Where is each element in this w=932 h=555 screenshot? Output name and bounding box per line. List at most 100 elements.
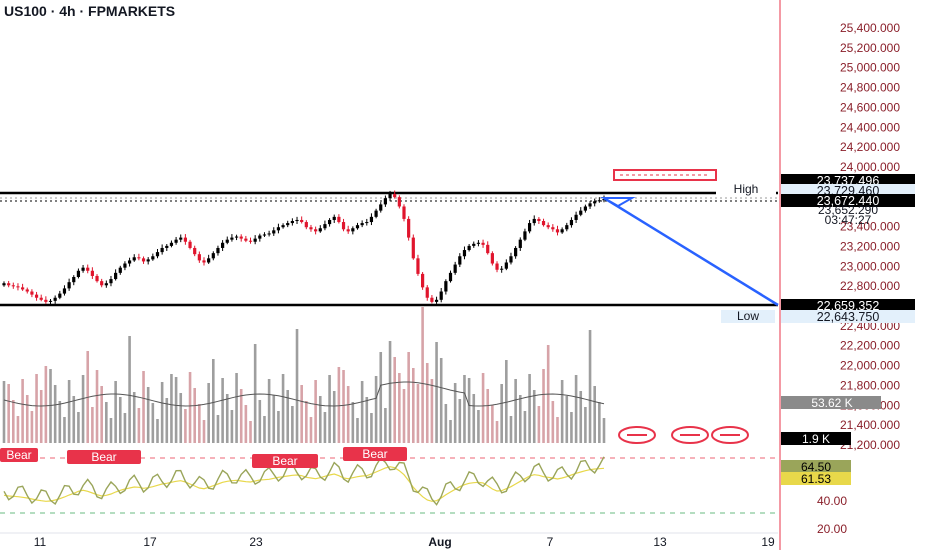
candle[interactable]	[476, 242, 481, 244]
candle[interactable]	[565, 225, 569, 230]
candle[interactable]	[53, 297, 57, 301]
candle[interactable]	[439, 291, 443, 300]
candle[interactable]	[397, 197, 401, 207]
candle[interactable]	[327, 219, 332, 225]
candle[interactable]	[62, 288, 67, 294]
candle[interactable]	[44, 299, 48, 302]
candle[interactable]	[486, 244, 490, 254]
candle[interactable]	[239, 236, 243, 239]
candle[interactable]	[351, 228, 355, 232]
candles-layer[interactable]	[2, 190, 606, 305]
candle[interactable]	[467, 245, 471, 251]
candle[interactable]	[574, 214, 578, 220]
candle[interactable]	[179, 237, 183, 240]
candle[interactable]	[216, 247, 220, 254]
candle[interactable]	[188, 241, 192, 248]
candle[interactable]	[541, 221, 546, 226]
candle[interactable]	[114, 272, 118, 280]
candle[interactable]	[444, 281, 448, 292]
candle[interactable]	[253, 238, 257, 242]
candle[interactable]	[593, 201, 597, 204]
candle[interactable]	[244, 238, 248, 241]
candle[interactable]	[379, 204, 383, 211]
candle[interactable]	[197, 254, 201, 261]
candle[interactable]	[318, 228, 322, 232]
candle[interactable]	[523, 231, 527, 240]
candle[interactable]	[411, 237, 415, 259]
candle[interactable]	[58, 293, 62, 298]
candle[interactable]	[2, 283, 6, 286]
candle[interactable]	[225, 239, 229, 243]
trend-line[interactable]	[603, 196, 779, 307]
candle[interactable]	[123, 263, 127, 268]
candle[interactable]	[86, 267, 90, 271]
candle[interactable]	[132, 257, 136, 261]
candle[interactable]	[272, 230, 276, 234]
candle[interactable]	[546, 225, 550, 228]
candle[interactable]	[374, 210, 378, 217]
candle[interactable]	[21, 287, 25, 290]
flag-icon[interactable]	[671, 426, 709, 444]
candle[interactable]	[569, 219, 574, 226]
candle[interactable]	[518, 239, 522, 248]
candle[interactable]	[100, 281, 104, 286]
candle[interactable]	[183, 237, 187, 242]
candle[interactable]	[434, 299, 439, 302]
candle[interactable]	[393, 194, 397, 198]
candle[interactable]	[597, 200, 601, 202]
candle[interactable]	[304, 222, 308, 228]
candle[interactable]	[174, 239, 178, 243]
candle[interactable]	[495, 263, 499, 270]
candle[interactable]	[160, 247, 164, 253]
candle[interactable]	[462, 250, 467, 257]
candle[interactable]	[248, 240, 253, 242]
candle[interactable]	[504, 262, 508, 269]
candle[interactable]	[448, 272, 453, 282]
candle[interactable]	[346, 229, 350, 232]
candle[interactable]	[341, 222, 346, 230]
candle[interactable]	[281, 225, 285, 228]
candle[interactable]	[151, 256, 155, 260]
candle[interactable]	[262, 234, 267, 236]
candle[interactable]	[323, 224, 327, 229]
candle[interactable]	[202, 260, 206, 263]
candle[interactable]	[388, 194, 392, 199]
candle[interactable]	[309, 227, 313, 230]
candle[interactable]	[7, 283, 11, 286]
candle[interactable]	[11, 285, 15, 287]
candle[interactable]	[532, 218, 536, 224]
candle[interactable]	[300, 219, 304, 223]
candle[interactable]	[295, 219, 299, 221]
candle[interactable]	[207, 258, 211, 263]
candle[interactable]	[579, 210, 583, 215]
candle[interactable]	[527, 223, 532, 232]
candle[interactable]	[109, 279, 113, 284]
candle[interactable]	[169, 242, 174, 246]
candle[interactable]	[165, 245, 169, 248]
candle[interactable]	[472, 243, 476, 246]
candle[interactable]	[509, 256, 513, 263]
candle[interactable]	[365, 222, 369, 224]
candle[interactable]	[221, 242, 225, 248]
candle[interactable]	[602, 198, 606, 201]
candle[interactable]	[155, 252, 160, 257]
candle[interactable]	[234, 236, 239, 238]
candle[interactable]	[337, 216, 341, 223]
candle[interactable]	[453, 264, 457, 273]
candle[interactable]	[583, 206, 587, 211]
flag-icon[interactable]	[711, 426, 749, 444]
candle[interactable]	[481, 242, 485, 245]
candle[interactable]	[267, 233, 271, 235]
candle[interactable]	[500, 268, 504, 270]
candle[interactable]	[560, 229, 564, 233]
candle[interactable]	[490, 253, 494, 264]
candle[interactable]	[355, 225, 360, 229]
candle[interactable]	[39, 297, 43, 300]
candle[interactable]	[211, 253, 215, 259]
candle[interactable]	[146, 259, 150, 262]
candle[interactable]	[193, 247, 197, 255]
candle[interactable]	[127, 260, 132, 264]
candle[interactable]	[332, 216, 336, 220]
